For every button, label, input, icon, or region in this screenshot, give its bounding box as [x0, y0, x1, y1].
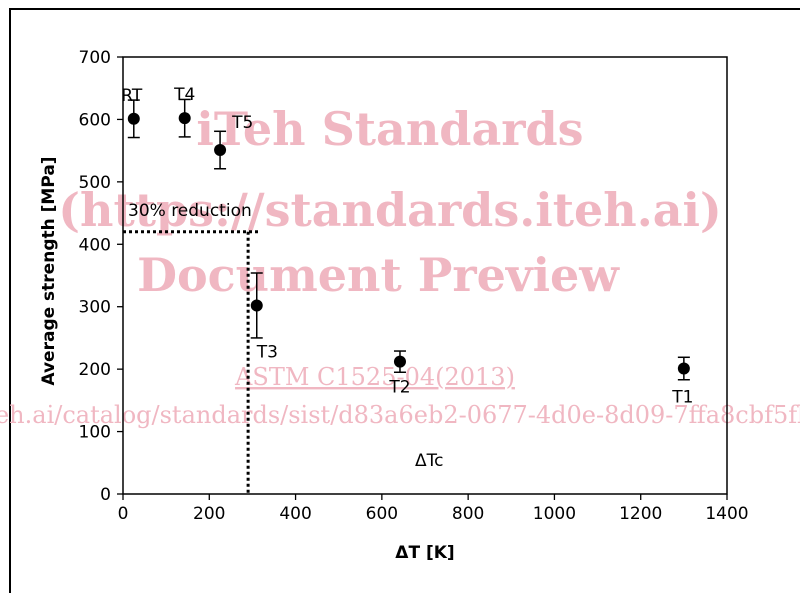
point-label: T3	[256, 342, 278, 362]
y-tick-label: 200	[79, 360, 111, 380]
x-tick-label: 400	[279, 504, 311, 524]
x-tick-label: 200	[193, 504, 225, 524]
point-label: T1	[671, 388, 693, 408]
x-axis-title: ΔT [K]	[395, 543, 454, 563]
x-axis-ticks: 0 200 400 600 800 1000 1200 1400	[118, 494, 749, 524]
watermark-line-4: ASTM C1525-04(2013)	[234, 363, 515, 391]
data-point-t5: T5	[214, 113, 253, 170]
reduction-annotation: 30% reduction	[128, 201, 252, 221]
watermark-line-3: Document Preview	[137, 248, 620, 302]
watermark-line-2: (https://standards.iteh.ai)	[58, 183, 722, 237]
x-tick-label: 1200	[619, 504, 662, 524]
x-tick-label: 1400	[705, 504, 748, 524]
marker	[178, 112, 191, 125]
data-point-t2: T2	[388, 350, 411, 398]
x-tick-label: 1000	[533, 504, 576, 524]
figure-frame	[9, 8, 800, 593]
y-tick-label: 0	[100, 485, 111, 505]
point-label: T4	[173, 85, 195, 105]
marker	[214, 144, 227, 157]
y-tick-label: 500	[79, 173, 111, 193]
data-point-rt: RT	[121, 86, 143, 139]
x-tick-label: 0	[118, 504, 129, 524]
y-axis-title: Average strength [MPa]	[39, 156, 59, 385]
data-point-t3: T3	[250, 272, 278, 362]
y-tick-label: 700	[79, 48, 111, 68]
marker	[677, 362, 690, 375]
y-tick-label: 600	[79, 110, 111, 130]
x-tick-label: 800	[452, 504, 484, 524]
data-point-t1: T1	[671, 356, 693, 408]
point-label: T2	[388, 378, 410, 398]
marker	[250, 299, 263, 312]
y-tick-label: 400	[79, 235, 111, 255]
point-label: RT	[121, 86, 143, 106]
marker	[127, 112, 140, 125]
critical-delta-t-label: ΔTc	[415, 451, 443, 471]
point-label: T5	[231, 113, 253, 133]
y-tick-label: 300	[79, 298, 111, 318]
plot-area	[122, 56, 728, 495]
x-tick-label: 600	[366, 504, 398, 524]
watermark-line-1: iTeh Standards	[196, 102, 583, 156]
watermark-line-5: https://standards.iteh.ai/catalog/standa…	[0, 401, 800, 429]
y-tick-label: 100	[79, 423, 111, 443]
data-point-t4: T4	[173, 85, 195, 138]
y-axis-ticks: 0 100 200 300 400 500 600 700	[79, 48, 123, 505]
marker	[393, 355, 406, 368]
reference-lines	[123, 230, 261, 494]
watermark: iTeh Standards (https://standards.iteh.a…	[0, 102, 800, 429]
data-series: RT T4 T5 T3 T2 T1	[121, 85, 693, 407]
